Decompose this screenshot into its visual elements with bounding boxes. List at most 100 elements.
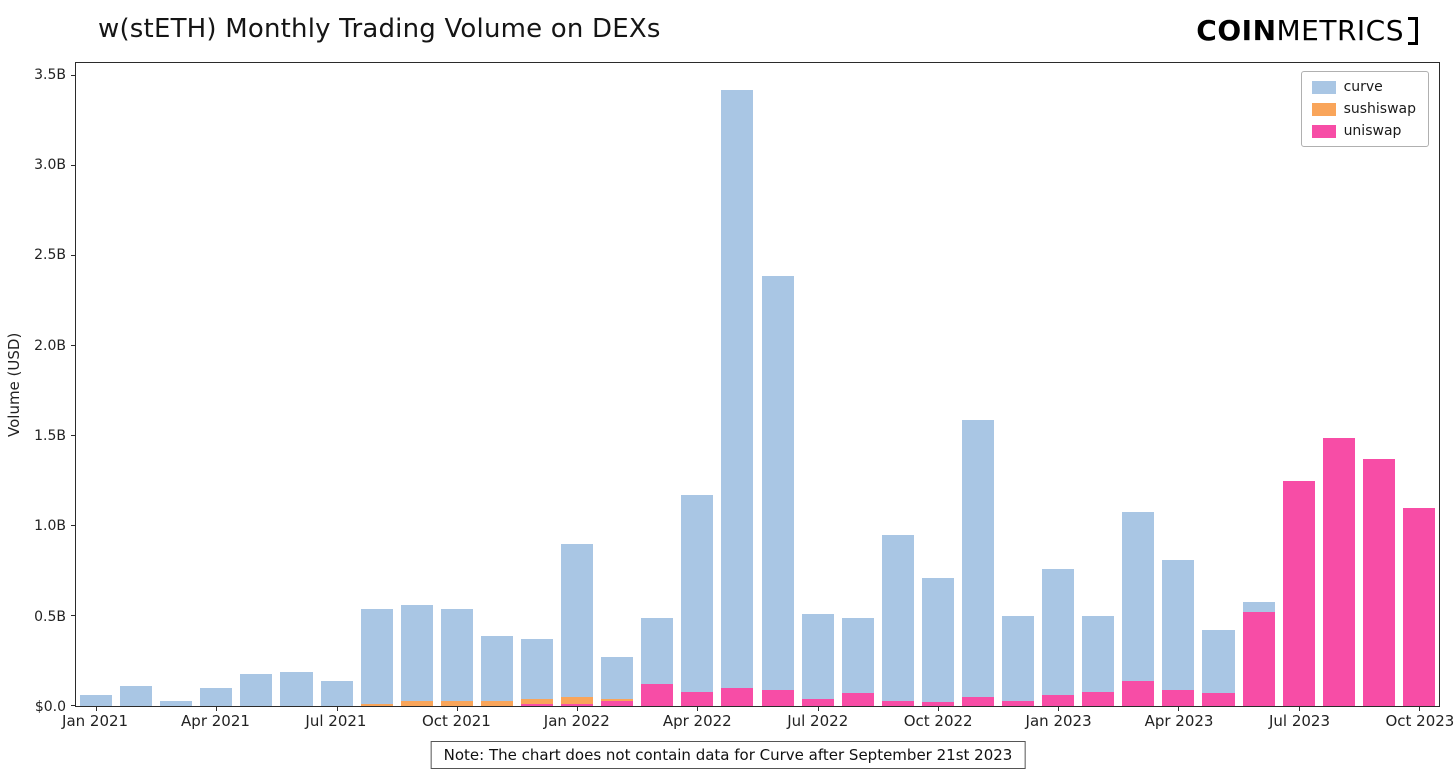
legend-entry-uniswap: uniswap xyxy=(1311,123,1416,139)
bar-oct-2023 xyxy=(1402,63,1435,706)
x-tick-mark xyxy=(577,706,579,711)
bar-segment-curve xyxy=(320,680,353,706)
bar-segment-curve xyxy=(1162,560,1195,690)
x-tick-mark xyxy=(1418,706,1420,711)
bar-apr-2021 xyxy=(200,63,233,706)
bar-segment-sushiswap xyxy=(561,697,594,705)
x-tick-label: Jul 2023 xyxy=(1268,712,1331,730)
bar-segment-curve xyxy=(1042,569,1075,696)
bar-segment-curve xyxy=(1002,615,1035,701)
x-tick-label: Jan 2021 xyxy=(62,712,129,730)
legend-label-sushiswap: sushiswap xyxy=(1343,101,1416,117)
bar-segment-uniswap xyxy=(1362,459,1395,706)
bar-segment-uniswap xyxy=(1322,437,1355,706)
x-tick-label: Jan 2022 xyxy=(543,712,610,730)
bar-segment-curve xyxy=(480,635,513,701)
bar-segment-uniswap xyxy=(1122,680,1155,706)
bar-segment-uniswap xyxy=(841,693,874,706)
y-tick-label: 0.5B xyxy=(34,608,66,625)
legend-label-curve: curve xyxy=(1343,79,1383,95)
bar-nov-2021 xyxy=(480,63,513,706)
bar-jan-2021 xyxy=(80,63,113,706)
bar-jul-2022 xyxy=(801,63,834,706)
y-tick-label: 2.0B xyxy=(34,337,66,354)
x-tick-mark xyxy=(1298,706,1300,711)
x-tick-label: Jul 2022 xyxy=(787,712,849,730)
bar-segment-uniswap xyxy=(1042,695,1075,706)
chart-note: Note: The chart does not contain data fo… xyxy=(430,741,1026,769)
y-tick-mark xyxy=(71,74,76,76)
y-tick-label: $0.0 xyxy=(34,699,66,715)
x-tick-mark xyxy=(456,706,458,711)
bar-segment-curve xyxy=(641,617,674,685)
bar-apr-2023 xyxy=(1162,63,1195,706)
bar-segment-curve xyxy=(400,605,433,701)
x-tick-label: Jan 2023 xyxy=(1025,712,1092,730)
bar-segment-curve xyxy=(801,614,834,699)
bar-jun-2022 xyxy=(761,63,794,706)
x-tick-mark xyxy=(1058,706,1060,711)
bar-segment-uniswap xyxy=(1282,480,1315,706)
bar-segment-curve xyxy=(961,419,994,697)
bar-segment-curve xyxy=(721,90,754,688)
x-tick-label: Apr 2021 xyxy=(181,712,250,730)
bar-segment-uniswap xyxy=(641,684,674,706)
bar-segment-curve xyxy=(1122,511,1155,681)
bar-mar-2023 xyxy=(1122,63,1155,706)
bar-may-2022 xyxy=(721,63,754,706)
bar-oct-2021 xyxy=(440,63,473,706)
bar-segment-uniswap xyxy=(1202,693,1235,706)
bar-aug-2021 xyxy=(360,63,393,706)
bar-may-2021 xyxy=(240,63,273,706)
bar-segment-uniswap xyxy=(801,698,834,706)
bar-segment-curve xyxy=(120,686,153,706)
bar-feb-2023 xyxy=(1082,63,1115,706)
bar-segment-uniswap xyxy=(761,689,794,706)
legend-swatch xyxy=(1311,124,1336,138)
bar-segment-curve xyxy=(200,688,233,706)
bar-feb-2022 xyxy=(601,63,634,706)
bar-segment-sushiswap xyxy=(400,700,433,706)
bar-segment-uniswap xyxy=(681,691,714,706)
bar-sep-2023 xyxy=(1362,63,1395,706)
bar-nov-2022 xyxy=(961,63,994,706)
bar-segment-curve xyxy=(1082,615,1115,692)
x-tick-mark xyxy=(336,706,338,711)
x-tick-mark xyxy=(216,706,218,711)
bar-may-2023 xyxy=(1202,63,1235,706)
bar-segment-curve xyxy=(520,639,554,699)
legend-entry-curve: curve xyxy=(1311,79,1416,95)
bar-segment-uniswap xyxy=(921,702,954,706)
bar-segment-sushiswap xyxy=(601,698,634,701)
coinmetrics-logo: COIN METRICS xyxy=(1196,14,1418,47)
bar-mar-2021 xyxy=(160,63,193,706)
bar-aug-2023 xyxy=(1322,63,1355,706)
bar-jan-2023 xyxy=(1042,63,1075,706)
bar-segment-uniswap xyxy=(881,700,914,706)
y-tick-label: 1.0B xyxy=(34,518,66,535)
bar-segment-sushiswap xyxy=(480,700,513,706)
y-tick-label: 1.5B xyxy=(34,428,66,444)
bar-sep-2021 xyxy=(400,63,433,706)
bar-segment-sushiswap xyxy=(520,698,554,705)
bar-segment-uniswap xyxy=(520,704,554,706)
y-tick-mark xyxy=(71,434,76,436)
y-tick-mark xyxy=(71,524,76,526)
bar-segment-curve xyxy=(681,495,714,692)
plot-area: curve sushiswap uniswap xyxy=(71,62,1440,711)
y-tick-mark xyxy=(71,705,76,706)
x-tick-mark xyxy=(817,706,819,711)
bar-dec-2021 xyxy=(520,63,554,706)
legend-swatch xyxy=(1311,102,1336,116)
y-tick-mark xyxy=(71,164,76,166)
x-tick-mark xyxy=(697,706,699,711)
legend-entry-sushiswap: sushiswap xyxy=(1311,101,1416,117)
x-axis-labels: Jan 2021 Apr 2021 Jul 2021 Oct 2021 Jan 2022… xyxy=(62,712,1454,732)
legend-label-uniswap: uniswap xyxy=(1343,123,1402,139)
bar-segment-uniswap xyxy=(1242,612,1275,706)
bar-oct-2022 xyxy=(921,63,954,706)
bar-sep-2022 xyxy=(881,63,914,706)
bar-apr-2022 xyxy=(681,63,714,706)
bar-segment-curve xyxy=(240,673,273,706)
bar-segment-curve xyxy=(881,534,914,701)
